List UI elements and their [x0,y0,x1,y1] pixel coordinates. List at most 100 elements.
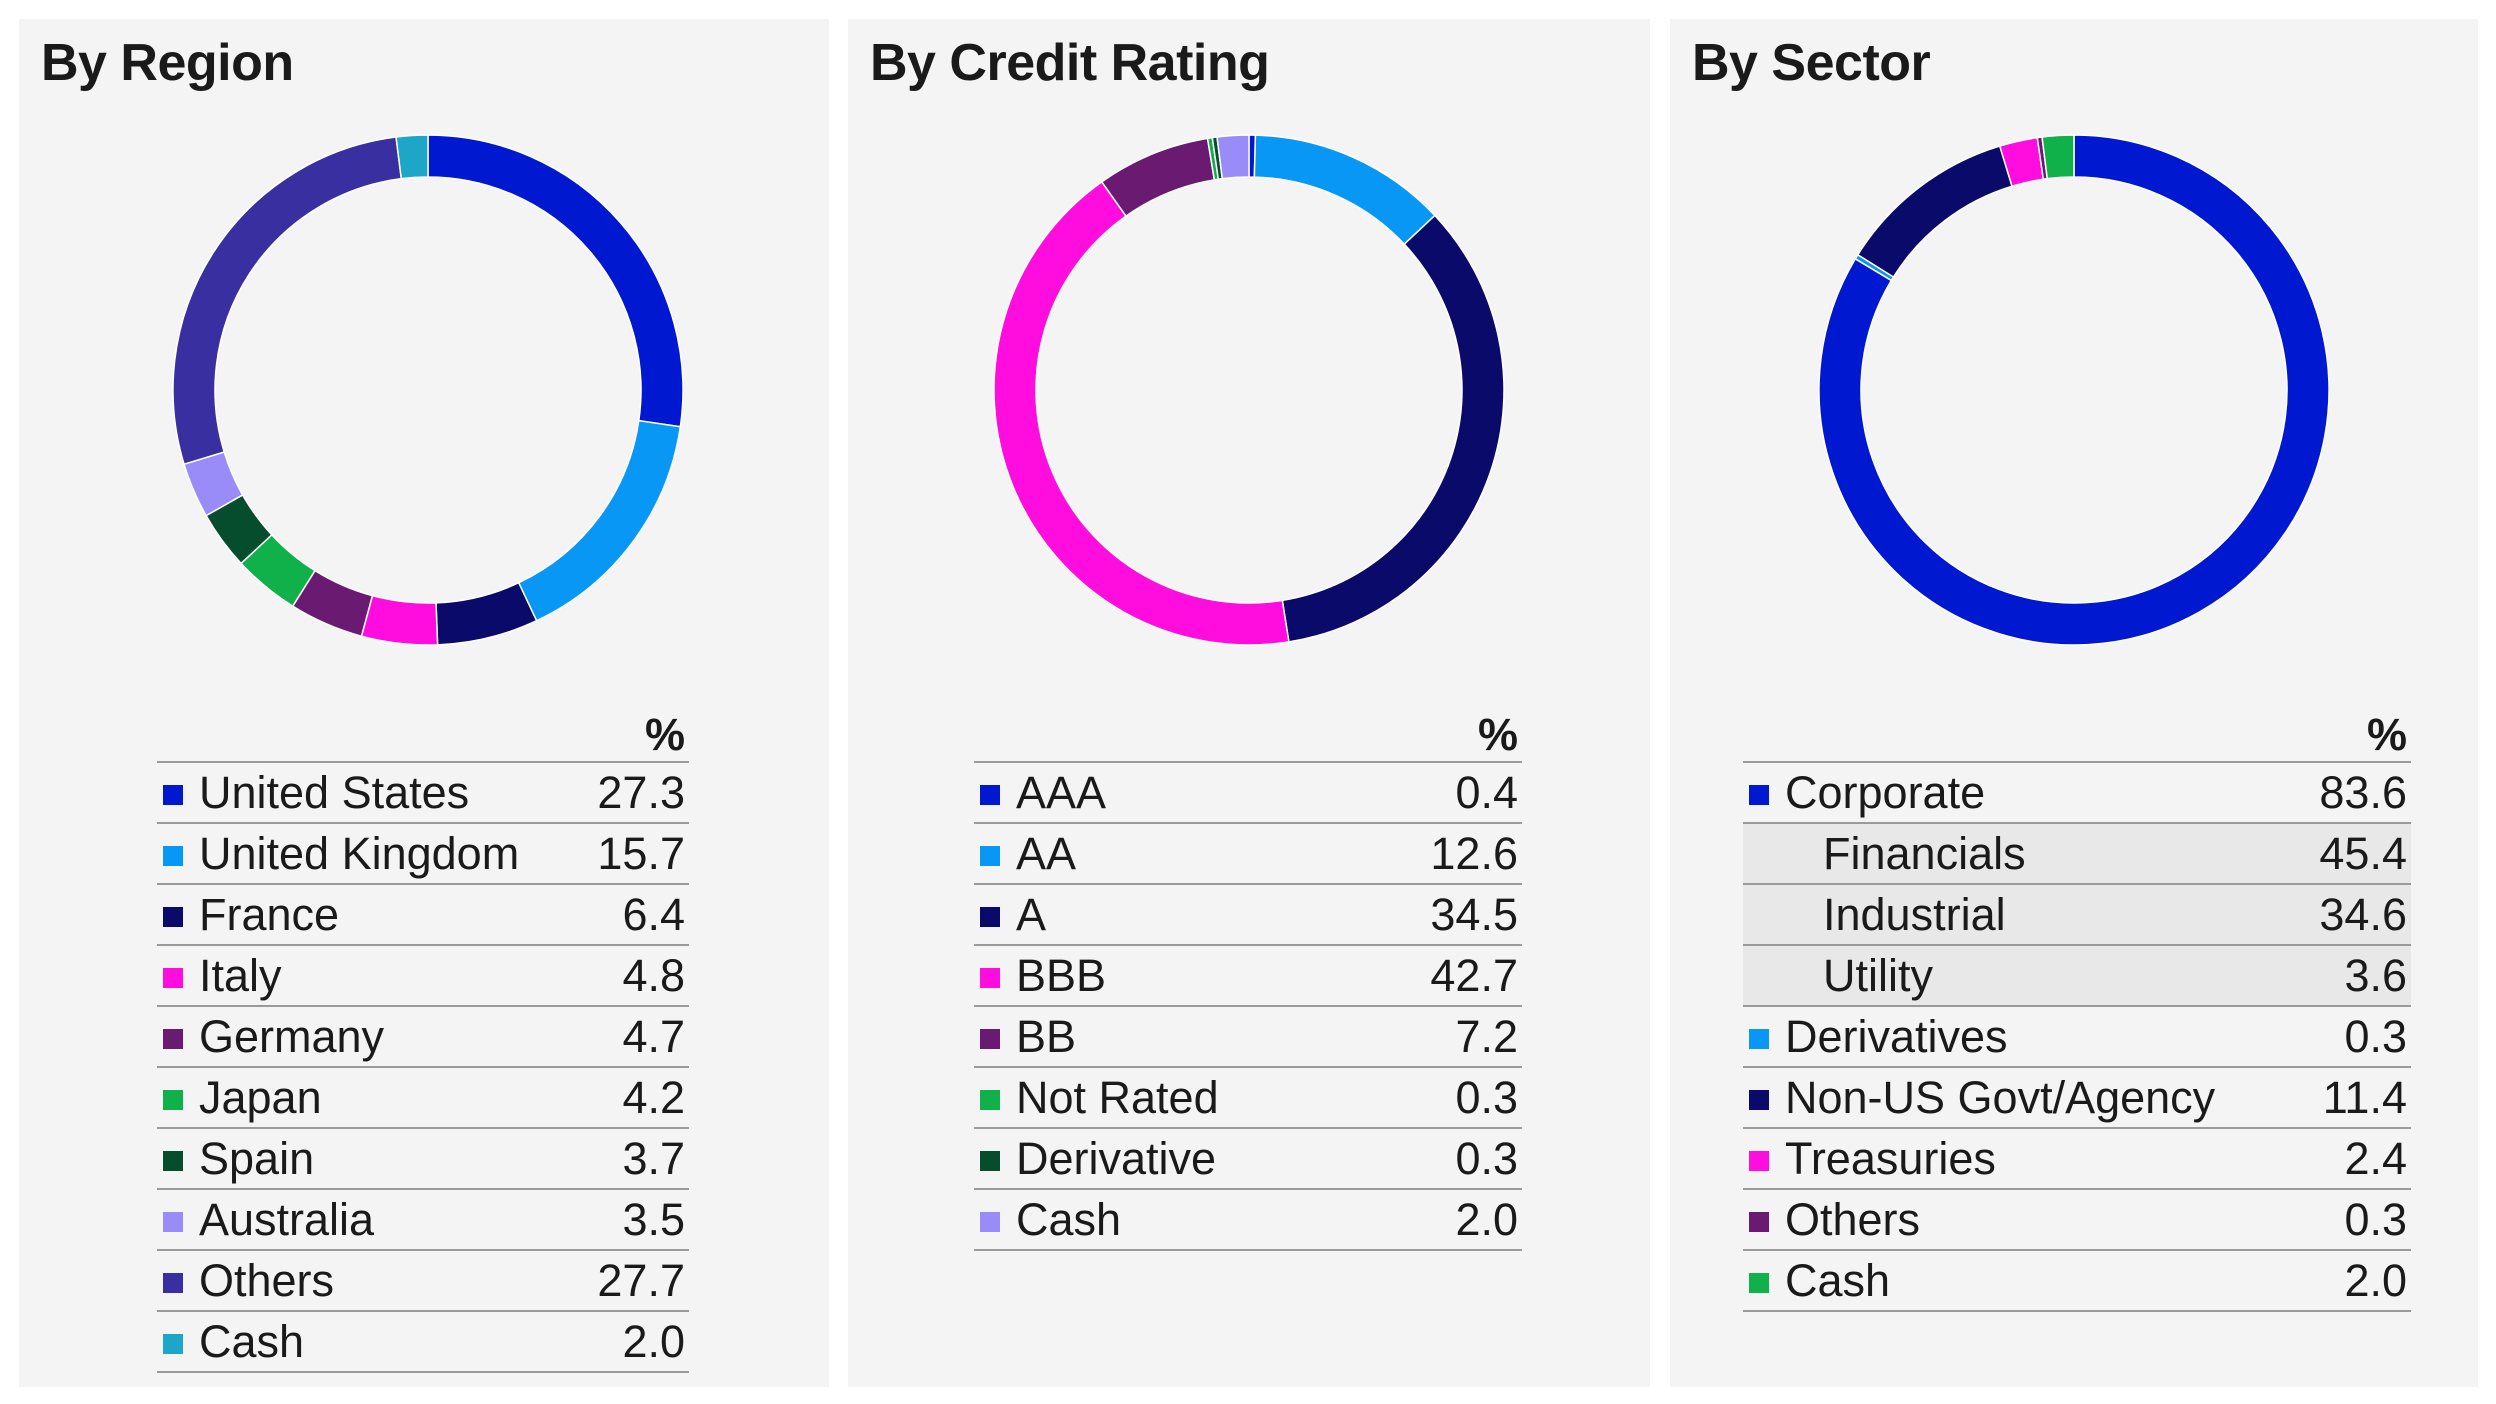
legend-row-cash: Cash 2.0 [157,1311,689,1373]
legend-label-cell: Germany [157,1006,577,1068]
legend-sub-label: Utility [1743,945,2283,1007]
donut-slice-bbb [993,180,1290,646]
legend-row-italy: Italy 4.8 [157,945,689,1007]
legend-row-aa: AA 12.6 [974,823,1522,885]
legend-label: AA [1016,827,1077,879]
legend-value: 83.6 [2283,762,2411,824]
legend-value: 0.3 [2283,1006,2411,1068]
region-donut-chart [172,134,684,646]
legend-label-cell: Spain [157,1128,577,1190]
legend-value: 27.3 [577,762,689,824]
legend-label-cell: United Kingdom [157,823,577,885]
legend-label-cell: BBB [974,945,1404,1007]
legend-sub-label: Industrial [1743,884,2283,946]
legend-swatch-non-us-govt-agency [1749,1089,1769,1110]
legend-subrow-financials: Financials 45.4 [1743,823,2411,885]
legend-label-cell: Non-US Govt/Agency [1743,1067,2283,1129]
legend-header-label [1743,709,2283,763]
legend-row-cash: Cash 2.0 [974,1189,1522,1251]
legend-row-australia: Australia 3.5 [157,1189,689,1251]
legend-label-cell: Derivatives [1743,1006,2283,1068]
legend-label: Spain [199,1132,315,1184]
donut-slice-italy [360,594,439,646]
legend-label: Japan [199,1071,322,1123]
legend-label: Treasuries [1785,1132,1996,1184]
legend-row-others: Others 27.7 [157,1250,689,1312]
legend-header-label [974,709,1404,763]
legend-swatch-a [980,906,1000,927]
legend-sub-value: 45.4 [2283,823,2411,885]
legend-subrow-utility: Utility 3.6 [1743,945,2411,1007]
legend-swatch-derivative [980,1150,1000,1171]
donut-slice-cash [1216,134,1250,180]
legend-label: France [199,888,340,940]
legend-label: Germany [199,1010,385,1062]
donut-slice-united-states [427,134,684,428]
credit-rating-title: By Credit Rating [870,34,1270,92]
legend-value: 0.3 [2283,1189,2411,1251]
legend-swatch-japan [163,1089,183,1110]
donut-slice-others [172,136,403,466]
legend-label: Corporate [1785,766,1986,818]
legend-swatch-france [163,906,183,927]
legend-swatch-cash [1749,1272,1769,1293]
legend-subrow-industrial: Industrial 34.6 [1743,884,2411,946]
legend-swatch-spain [163,1150,183,1171]
legend-label: Derivative [1016,1132,1217,1184]
legend-row-derivatives: Derivatives 0.3 [1743,1006,2411,1068]
legend-label-cell: Cash [157,1311,577,1373]
legend-label: A [1016,888,1047,940]
legend-label-cell: Japan [157,1067,577,1129]
legend-header-label [157,709,577,763]
legend-label-cell: France [157,884,577,946]
donut-slice-united-kingdom [517,419,682,622]
legend-row-aaa: AAA 0.4 [974,762,1522,824]
legend-swatch-italy [163,967,183,988]
donut-slice-aa [1253,134,1436,246]
legend-row-bb: BB 7.2 [974,1006,1522,1068]
sector-donut-chart [1818,134,2330,646]
legend-swatch-united-kingdom [163,845,183,866]
legend-swatch-bb [980,1028,1000,1049]
legend-row-spain: Spain 3.7 [157,1128,689,1190]
legend-row-united-states: United States 27.3 [157,762,689,824]
legend-label: Derivatives [1785,1010,2008,1062]
legend-row-others: Others 0.3 [1743,1189,2411,1251]
legend-label: United Kingdom [199,827,520,879]
sector-title: By Sector [1692,34,1931,92]
legend-swatch-derivatives [1749,1028,1769,1049]
legend-label: Cash [199,1315,305,1367]
legend-row-united-kingdom: United Kingdom 15.7 [157,823,689,885]
legend-value: 3.7 [577,1128,689,1190]
percent-header: % [1404,709,1522,763]
legend-value: 12.6 [1404,823,1522,885]
legend-label: Italy [199,949,282,1001]
legend-value: 42.7 [1404,945,1522,1007]
legend-label-cell: AAA [974,762,1404,824]
legend-row-japan: Japan 4.2 [157,1067,689,1129]
legend-label-cell: United States [157,762,577,824]
legend-label: AAA [1016,766,1107,818]
legend-value: 2.0 [577,1311,689,1373]
legend-value: 2.0 [2283,1250,2411,1312]
legend-label: Others [1785,1193,1921,1245]
legend-header-row: % [1743,709,2411,763]
legend-label: Australia [199,1193,375,1245]
credit-rating-donut-chart [993,134,1505,646]
legend-label-cell: Others [1743,1189,2283,1251]
legend-label-cell: Cash [1743,1250,2283,1312]
legend-value: 27.7 [577,1250,689,1312]
legend-label-cell: AA [974,823,1404,885]
legend-swatch-germany [163,1028,183,1049]
legend-label: Not Rated [1016,1071,1219,1123]
credit-rating-panel: By Credit Rating % AAA 0.4 AA 12.6 A 34.5 BBB 42… [848,19,1650,1387]
legend-value: 3.5 [577,1189,689,1251]
legend-label-cell: Treasuries [1743,1128,2283,1190]
sector-legend-table: % Corporate 83.6 Financials 45.4 Industrial 34… [1743,709,2411,1312]
legend-label-cell: Australia [157,1189,577,1251]
legend-value: 4.8 [577,945,689,1007]
legend-label-cell: Derivative [974,1128,1404,1190]
legend-value: 15.7 [577,823,689,885]
legend-row-a: A 34.5 [974,884,1522,946]
legend-swatch-corporate [1749,784,1769,805]
